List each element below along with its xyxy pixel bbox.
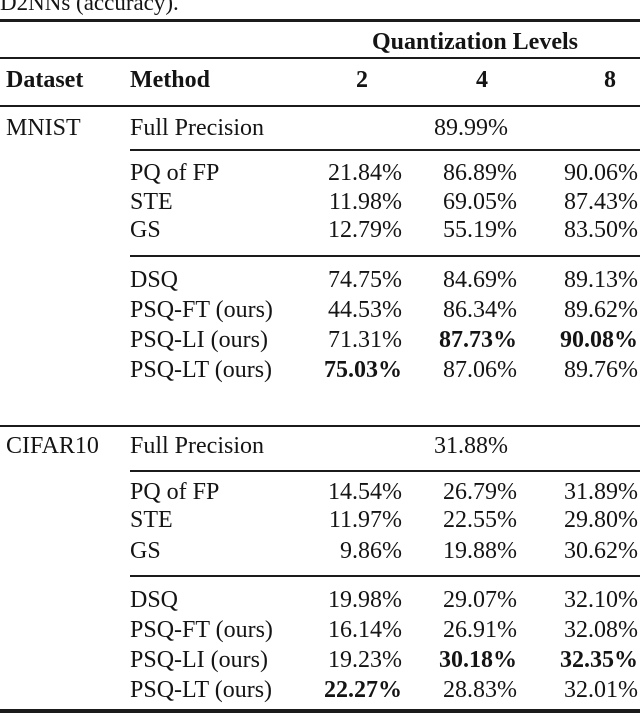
- value-cell-q8: 83.50%: [564, 217, 638, 243]
- method-cell: PSQ-FT (ours): [130, 297, 273, 323]
- value-cell-q4: 30.18%: [439, 647, 517, 673]
- table-row: PQ of FP 14.54% 26.79% 31.89%: [0, 478, 640, 507]
- method-cell: Full Precision: [130, 115, 265, 141]
- value-cell-q8: 32.10%: [564, 587, 638, 613]
- table-row: DSQ 74.75% 84.69% 89.13%: [0, 266, 640, 295]
- table-toprule: [0, 19, 640, 22]
- value-cell-q8: 89.13%: [564, 267, 638, 293]
- method-cell: PQ of FP: [130, 479, 220, 505]
- value-cell-q4: 84.69%: [443, 267, 517, 293]
- method-cell: PSQ-LT (ours): [130, 677, 273, 703]
- value-cell-q4: 55.19%: [443, 217, 517, 243]
- method-cell: PSQ-LI (ours): [130, 327, 268, 353]
- value-cell-q2: 21.84%: [328, 160, 402, 186]
- span-header-label: Quantization Levels: [371, 29, 578, 55]
- value-cell-q8: 89.62%: [564, 297, 638, 323]
- table-row: PSQ-FT (ours) 44.53% 86.34% 89.62%: [0, 296, 640, 325]
- value-cell-q8: 29.80%: [564, 507, 638, 533]
- value-cell-q4: 19.88%: [443, 538, 517, 564]
- full-precision-row: MNIST Full Precision 89.99%: [0, 114, 640, 143]
- method-cell: PSQ-LT (ours): [130, 357, 273, 383]
- table-row: STE 11.97% 22.55% 29.80%: [0, 506, 640, 535]
- method-cell: DSQ: [130, 587, 179, 613]
- method-cell: STE: [130, 507, 173, 533]
- value-cell-q2: 11.97%: [328, 507, 402, 533]
- method-cell: DSQ: [130, 267, 179, 293]
- value-cell-q8: 90.08%: [560, 327, 638, 353]
- value-cell-q2: 19.23%: [328, 647, 402, 673]
- method-cell: PSQ-LI (ours): [130, 647, 268, 673]
- table-row: PQ of FP 21.84% 86.89% 90.06%: [0, 159, 640, 188]
- value-cell-q2: 74.75%: [328, 267, 402, 293]
- value-cell-q2: 22.27%: [324, 677, 402, 703]
- value-cell-q8: 87.43%: [564, 189, 638, 215]
- full-precision-value: 31.88%: [434, 433, 508, 459]
- value-cell-q8: 32.08%: [564, 617, 638, 643]
- table-cmidrule: [130, 255, 640, 257]
- table-row: DSQ 19.98% 29.07% 32.10%: [0, 586, 640, 615]
- table-bottomrule: [0, 709, 640, 713]
- value-cell-q4: 87.06%: [443, 357, 517, 383]
- value-cell-q8: 31.89%: [564, 479, 638, 505]
- value-cell-q2: 14.54%: [328, 479, 402, 505]
- value-cell-q4: 26.91%: [443, 617, 517, 643]
- column-header-method: Method: [130, 67, 210, 93]
- value-cell-q8: 90.06%: [564, 160, 638, 186]
- column-header-level-8: 8: [604, 67, 616, 93]
- table-cmidrule: [130, 470, 640, 472]
- value-cell-q4: 69.05%: [443, 189, 517, 215]
- column-header-level-2: 2: [356, 67, 368, 93]
- table-row: PSQ-LI (ours) 19.23% 30.18% 32.35%: [0, 646, 640, 675]
- method-cell: PSQ-FT (ours): [130, 617, 273, 643]
- value-cell-q8: 32.01%: [564, 677, 638, 703]
- method-cell: PQ of FP: [130, 160, 220, 186]
- method-cell: GS: [130, 538, 161, 564]
- method-cell: Full Precision: [130, 433, 265, 459]
- value-cell-q2: 16.14%: [328, 617, 402, 643]
- column-header-dataset: Dataset: [6, 67, 84, 93]
- table-row: PSQ-LT (ours) 75.03% 87.06% 89.76%: [0, 356, 640, 385]
- column-header-row: Dataset Method 2 4 8: [0, 66, 640, 95]
- value-cell-q4: 29.07%: [443, 587, 517, 613]
- value-cell-q4: 86.34%: [443, 297, 517, 323]
- span-header-row: Quantization Levels: [0, 28, 640, 57]
- full-precision-row: CIFAR10 Full Precision 31.88%: [0, 432, 640, 461]
- table-row: STE 11.98% 69.05% 87.43%: [0, 188, 640, 217]
- value-cell-q2: 19.98%: [328, 587, 402, 613]
- value-cell-q2: 12.79%: [328, 217, 402, 243]
- value-cell-q2: 44.53%: [328, 297, 402, 323]
- table-row: PSQ-LI (ours) 71.31% 87.73% 90.08%: [0, 326, 640, 355]
- table-caption: D2NNs (accuracy).: [0, 0, 179, 15]
- value-cell-q2: 9.86%: [340, 538, 402, 564]
- method-cell: STE: [130, 189, 173, 215]
- dataset-label: CIFAR10: [6, 433, 99, 459]
- value-cell-q4: 22.55%: [443, 507, 517, 533]
- value-cell-q4: 26.79%: [443, 479, 517, 505]
- table-midrule: [0, 425, 640, 427]
- table-cmidrule: [130, 575, 640, 577]
- value-cell-q4: 87.73%: [439, 327, 517, 353]
- table-row: GS 12.79% 55.19% 83.50%: [0, 216, 640, 245]
- dataset-label: MNIST: [6, 115, 81, 141]
- table-midrule: [0, 57, 640, 59]
- method-cell: GS: [130, 217, 161, 243]
- table-midrule: [0, 105, 640, 107]
- table-cmidrule: [130, 149, 640, 151]
- value-cell-q8: 89.76%: [564, 357, 638, 383]
- value-cell-q8: 30.62%: [564, 538, 638, 564]
- value-cell-q8: 32.35%: [560, 647, 638, 673]
- value-cell-q4: 28.83%: [443, 677, 517, 703]
- table-row: PSQ-LT (ours) 22.27% 28.83% 32.01%: [0, 676, 640, 705]
- column-header-level-4: 4: [476, 67, 488, 93]
- value-cell-q2: 71.31%: [328, 327, 402, 353]
- table-row: GS 9.86% 19.88% 30.62%: [0, 537, 640, 566]
- table-row: PSQ-FT (ours) 16.14% 26.91% 32.08%: [0, 616, 640, 645]
- value-cell-q2: 11.98%: [328, 189, 402, 215]
- full-precision-value: 89.99%: [434, 115, 508, 141]
- value-cell-q2: 75.03%: [324, 357, 402, 383]
- value-cell-q4: 86.89%: [443, 160, 517, 186]
